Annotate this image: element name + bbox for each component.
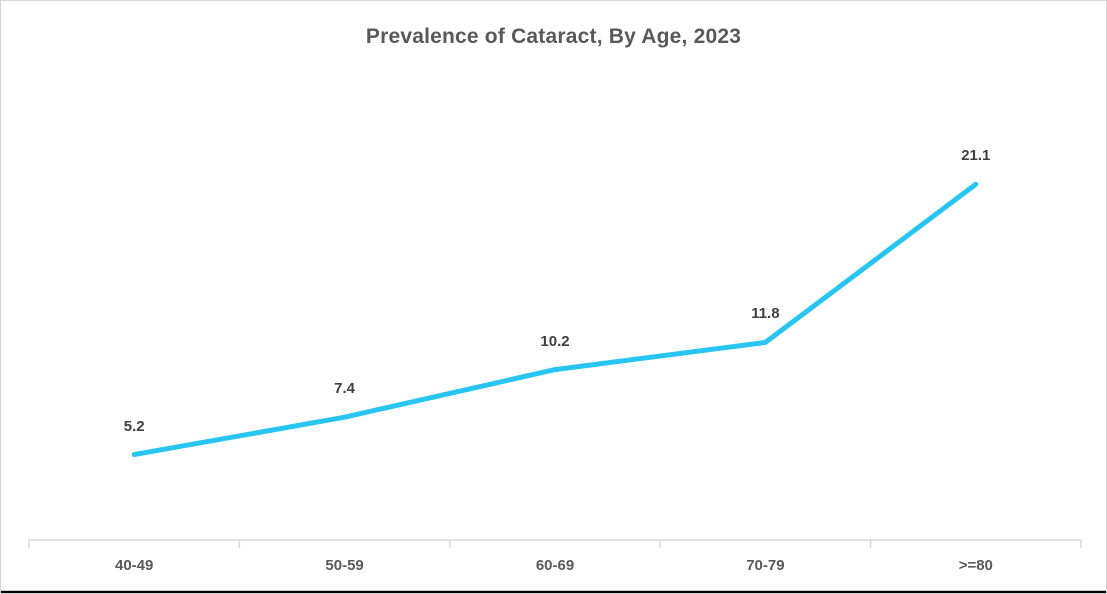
data-label: 10.2: [540, 332, 570, 350]
prevalence-line-series: [131, 181, 979, 458]
x-axis-label: 70-79: [746, 557, 785, 574]
x-axis-label: 40-49: [115, 557, 154, 574]
data-label: 11.8: [751, 305, 780, 323]
data-label: 5.2: [123, 417, 145, 435]
window-bottom-edge: [1, 590, 1106, 593]
chart-title: Prevalence of Cataract, By Age, 2023: [365, 25, 742, 48]
x-axis-ticks: [28, 540, 1082, 548]
x-axis-label: 50-59: [325, 557, 364, 574]
x-axis-label: >=80: [958, 557, 993, 574]
x-axis-label: 60-69: [535, 557, 575, 574]
data-label: 21.1: [961, 147, 991, 165]
data-label: 7.4: [334, 380, 356, 398]
